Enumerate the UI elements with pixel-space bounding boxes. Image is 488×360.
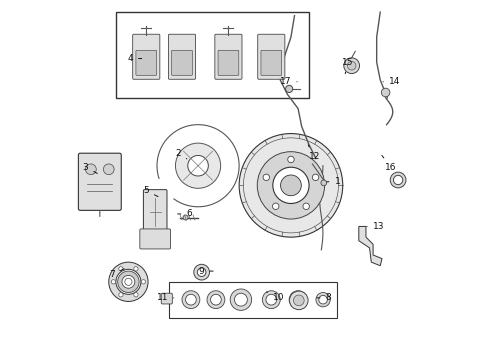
Text: 4: 4 (127, 54, 142, 63)
Circle shape (272, 167, 308, 203)
FancyBboxPatch shape (78, 153, 121, 210)
Circle shape (389, 172, 405, 188)
Circle shape (288, 291, 306, 309)
Text: 2: 2 (175, 149, 186, 159)
Circle shape (292, 294, 303, 305)
Circle shape (230, 289, 251, 310)
Circle shape (381, 88, 389, 97)
Circle shape (272, 203, 278, 210)
FancyBboxPatch shape (168, 34, 195, 79)
Circle shape (346, 62, 355, 70)
Circle shape (111, 280, 115, 284)
FancyBboxPatch shape (132, 34, 160, 79)
Circle shape (185, 294, 196, 305)
Circle shape (239, 134, 342, 237)
Text: 8: 8 (316, 293, 331, 302)
Circle shape (134, 267, 138, 271)
Circle shape (343, 58, 359, 73)
Circle shape (293, 295, 304, 306)
Circle shape (289, 291, 307, 310)
FancyBboxPatch shape (136, 50, 156, 75)
Circle shape (312, 174, 318, 181)
Circle shape (187, 156, 208, 176)
Bar (169, 282, 337, 318)
Circle shape (287, 156, 294, 163)
Circle shape (118, 271, 139, 293)
Circle shape (183, 215, 188, 220)
Text: 12: 12 (307, 145, 319, 161)
Circle shape (318, 296, 326, 304)
FancyBboxPatch shape (257, 34, 285, 79)
Circle shape (303, 203, 309, 210)
Circle shape (119, 293, 123, 297)
Circle shape (234, 293, 247, 306)
Text: 1: 1 (326, 177, 340, 186)
Text: 5: 5 (143, 186, 158, 197)
Circle shape (285, 85, 292, 93)
Circle shape (175, 143, 220, 188)
Polygon shape (358, 226, 381, 266)
FancyBboxPatch shape (214, 34, 242, 79)
Circle shape (193, 264, 209, 280)
Circle shape (134, 293, 138, 297)
Circle shape (265, 294, 276, 305)
Circle shape (262, 291, 280, 309)
Circle shape (243, 138, 338, 233)
Circle shape (122, 275, 135, 288)
Circle shape (320, 180, 326, 186)
Text: 10: 10 (266, 292, 284, 302)
FancyBboxPatch shape (171, 50, 192, 75)
Circle shape (116, 269, 141, 294)
Circle shape (103, 164, 114, 175)
Circle shape (182, 291, 200, 309)
Circle shape (85, 164, 96, 175)
Circle shape (197, 268, 205, 276)
Text: 16: 16 (381, 156, 396, 172)
Text: 7: 7 (109, 269, 124, 279)
Circle shape (263, 174, 269, 181)
FancyBboxPatch shape (218, 50, 238, 75)
Circle shape (393, 175, 402, 185)
Circle shape (206, 291, 224, 309)
Text: 3: 3 (82, 163, 97, 174)
Text: 11: 11 (156, 293, 174, 302)
Text: 17: 17 (279, 77, 297, 86)
Text: 9: 9 (198, 267, 213, 276)
Text: 14: 14 (382, 77, 399, 86)
Text: 13: 13 (366, 222, 384, 231)
FancyBboxPatch shape (140, 229, 170, 249)
Circle shape (119, 267, 123, 271)
Circle shape (210, 294, 221, 305)
Circle shape (315, 293, 329, 307)
Circle shape (257, 152, 324, 219)
Text: 15: 15 (342, 58, 353, 74)
Circle shape (280, 175, 301, 196)
Circle shape (124, 278, 132, 285)
Circle shape (108, 262, 148, 301)
FancyBboxPatch shape (161, 293, 172, 304)
FancyBboxPatch shape (261, 50, 281, 75)
FancyBboxPatch shape (143, 190, 166, 235)
Text: 6: 6 (177, 210, 192, 219)
Bar (116, 12, 308, 98)
Circle shape (141, 280, 145, 284)
